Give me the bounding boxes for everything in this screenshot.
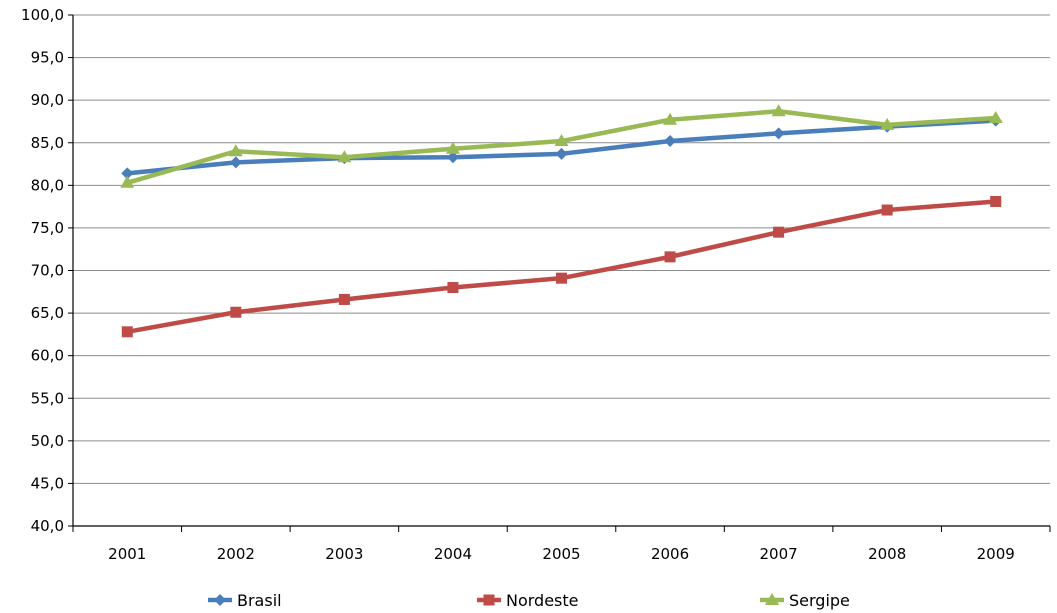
data-point-sergipe <box>337 150 352 163</box>
data-point-nordeste <box>990 196 1002 208</box>
x-tick-label: 2003 <box>325 545 363 563</box>
data-point-brasil <box>446 151 459 164</box>
y-tick-label: 95,0 <box>31 49 64 67</box>
y-tick-label: 60,0 <box>31 347 64 365</box>
y-tick-label: 45,0 <box>31 474 64 492</box>
data-point-nordeste <box>773 226 785 238</box>
legend-marker-sergipe <box>765 593 779 605</box>
series-sergipe <box>120 104 1003 188</box>
legend-item-sergipe: Sergipe <box>760 591 850 610</box>
x-tick-label: 2007 <box>760 545 798 563</box>
series-line-brasil <box>125 118 998 176</box>
legend-marker-brasil <box>214 594 226 606</box>
legend: Brasil Nordeste Sergipe <box>208 591 850 610</box>
data-point-nordeste <box>338 293 350 305</box>
x-tick-label: 2009 <box>977 545 1015 563</box>
data-point-sergipe <box>771 104 786 117</box>
y-tick-label: 80,0 <box>31 176 64 194</box>
legend-item-nordeste: Nordeste <box>477 591 579 610</box>
data-point-nordeste <box>556 272 567 284</box>
series-line-sergipe <box>125 108 998 186</box>
legend-marker-nordeste <box>483 594 495 606</box>
x-axis-ticks: 2001 2002 2003 2004 2005 2006 2007 2008 2009 <box>72 526 1051 563</box>
y-tick-label: 85,0 <box>31 134 64 152</box>
x-tick-label: 2005 <box>542 545 580 563</box>
data-point-nordeste <box>447 282 459 294</box>
series-nordeste <box>121 196 1002 338</box>
x-tick-label: 2004 <box>434 545 472 563</box>
legend-label-nordeste: Nordeste <box>506 591 579 610</box>
y-tick-label: 40,0 <box>31 517 64 535</box>
y-tick-label: 100,0 <box>21 6 64 24</box>
legend-label-brasil: Brasil <box>237 591 282 610</box>
x-tick-label: 2008 <box>868 545 906 563</box>
data-point-brasil <box>229 156 242 169</box>
x-tick-label: 2001 <box>108 545 146 563</box>
data-point-sergipe <box>880 117 895 130</box>
series-layer <box>120 104 1003 338</box>
data-point-brasil <box>555 147 568 160</box>
data-point-brasil <box>664 135 677 148</box>
plot-frame <box>72 15 1050 527</box>
y-tick-label: 65,0 <box>31 304 64 322</box>
series-line-nordeste <box>125 199 998 335</box>
data-point-nordeste <box>664 251 676 263</box>
y-tick-label: 70,0 <box>31 262 64 280</box>
data-point-nordeste <box>881 204 893 216</box>
data-point-nordeste <box>121 326 133 338</box>
y-tick-label: 55,0 <box>31 389 64 407</box>
gridlines <box>73 14 1050 484</box>
data-point-sergipe <box>988 111 1003 124</box>
data-point-brasil <box>772 127 785 140</box>
y-tick-label: 75,0 <box>31 219 64 237</box>
data-point-sergipe <box>445 141 460 154</box>
legend-label-sergipe: Sergipe <box>789 591 850 610</box>
y-tick-label: 90,0 <box>31 91 64 109</box>
data-point-brasil <box>121 167 134 180</box>
x-tick-label: 2006 <box>651 545 689 563</box>
data-point-sergipe <box>120 175 135 188</box>
data-point-sergipe <box>663 112 678 125</box>
data-point-nordeste <box>230 306 242 318</box>
data-point-sergipe <box>554 134 569 147</box>
legend-item-brasil: Brasil <box>208 591 282 610</box>
x-tick-label: 2002 <box>217 545 255 563</box>
data-point-sergipe <box>228 144 243 157</box>
y-axis-ticks: 40,0 45,0 50,0 55,0 60,0 65,0 70,0 75,0 80,0 85,0… <box>21 6 73 535</box>
y-tick-label: 50,0 <box>31 432 64 450</box>
